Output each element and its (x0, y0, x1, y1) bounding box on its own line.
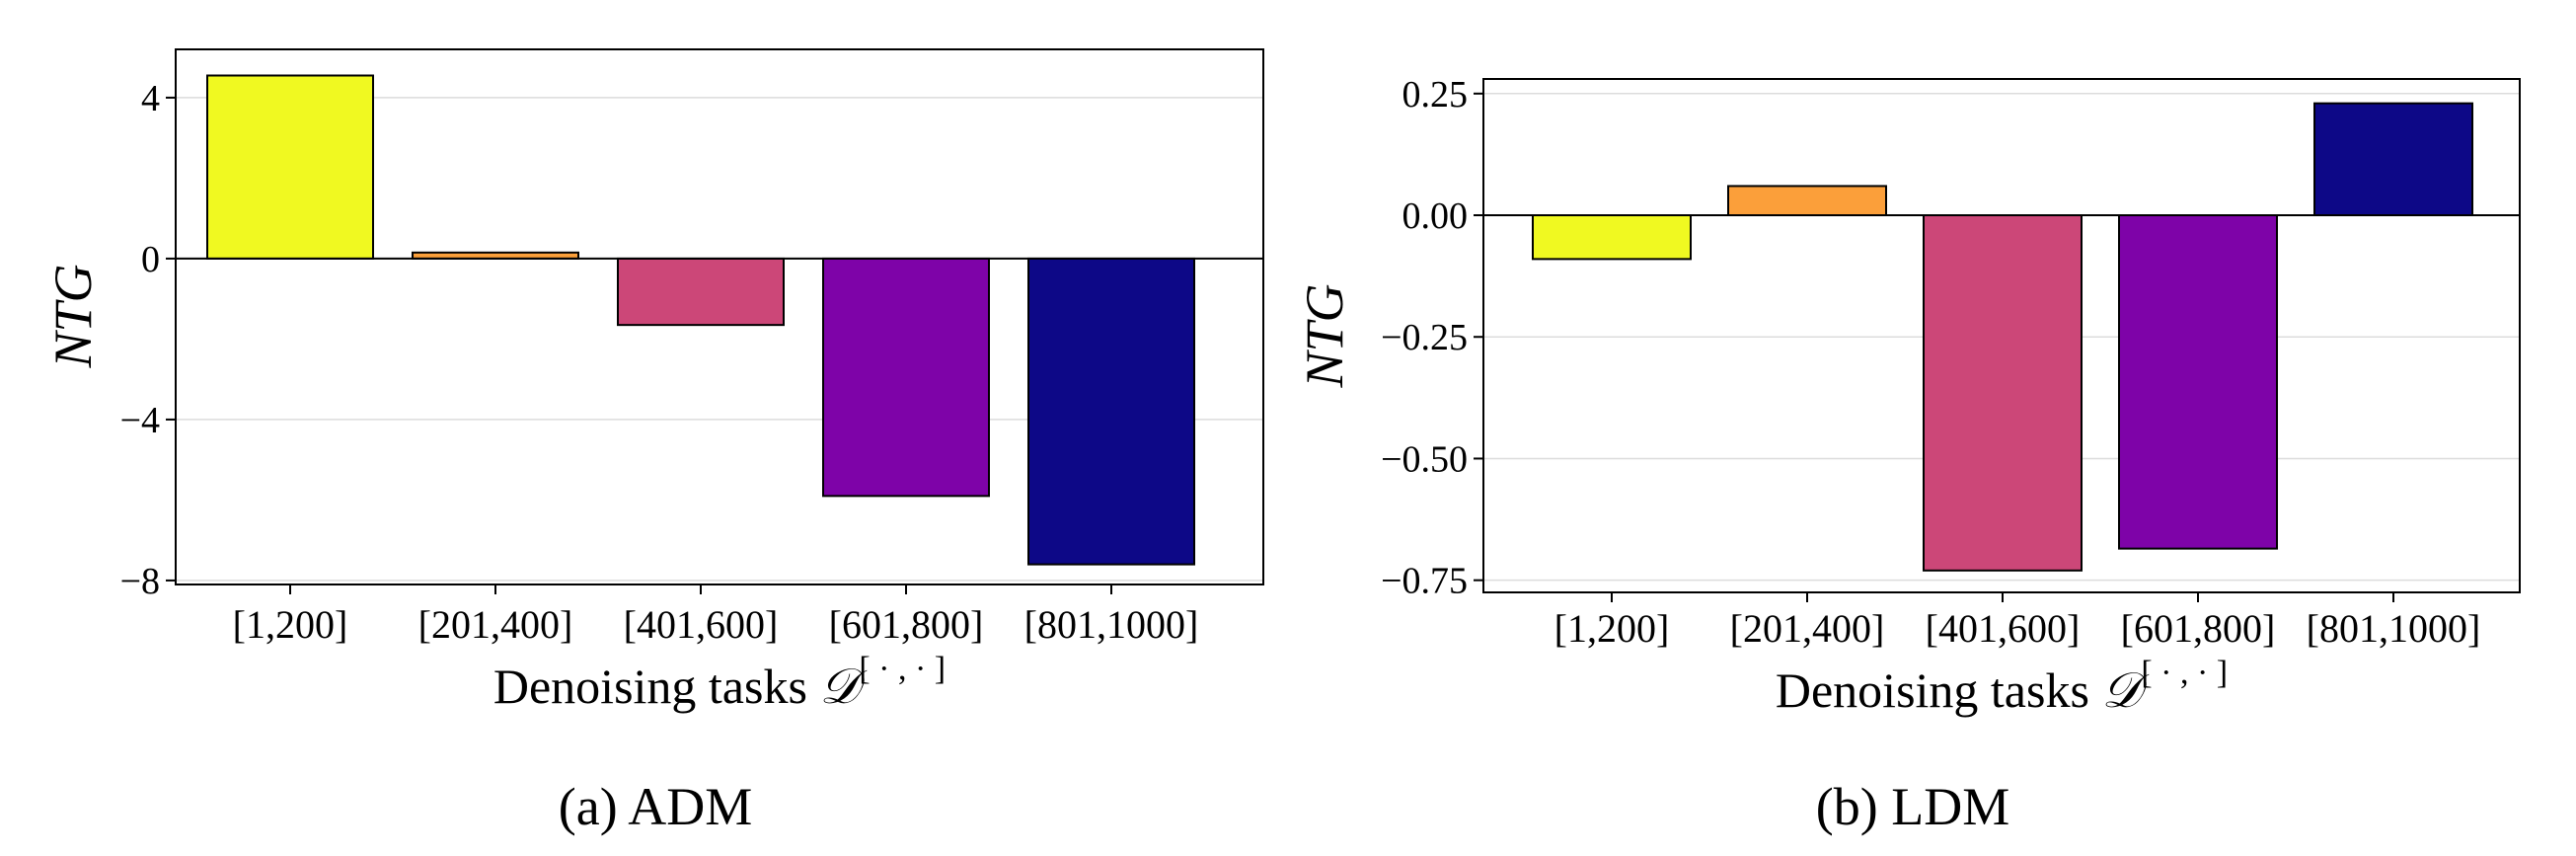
subfigure-caption: (b) LDM (1816, 777, 2009, 836)
y-tick-label: −0.75 (1381, 561, 1468, 602)
bar (206, 74, 374, 260)
bar (1923, 214, 2083, 572)
x-tick-label: [201,400] (418, 602, 573, 647)
bar (1727, 185, 1887, 217)
x-axis-label: Denoising tasks 𝒟[ · , · ] (493, 651, 946, 714)
x-tick-label: [601,800] (2121, 606, 2276, 651)
x-tick-label: [801,1000] (2307, 606, 2481, 651)
y-axis-label: NTG (1295, 283, 1354, 388)
y-tick-label: −8 (120, 561, 160, 602)
x-tick-label: [601,800] (829, 602, 984, 647)
x-tick-label: [1,200] (233, 602, 348, 647)
bar (617, 257, 785, 327)
x-tick-label: [801,1000] (1024, 602, 1199, 647)
x-axis-label: Denoising tasks 𝒟[ · , · ] (1776, 655, 2228, 718)
plot-frame (175, 48, 1264, 585)
bar (822, 257, 990, 498)
x-tick-label: [401,600] (624, 602, 779, 647)
bar (1027, 257, 1195, 566)
y-tick-label: −0.50 (1381, 438, 1468, 480)
y-tick-label: 0.00 (1402, 195, 1469, 237)
y-tick-label: −0.25 (1381, 317, 1468, 358)
chart-adm: 4 0 −4 −8 [1,200] [201,400] [401,600] [601,800]… (43, 48, 1264, 836)
bar (2118, 214, 2278, 550)
subfigure-caption: (a) ADM (559, 777, 752, 836)
chart-ldm: 0.25 0.00 −0.25 −0.50 −0.75 [1,200] [201,400] [… (1295, 74, 2521, 836)
x-tick-label: [401,600] (1926, 606, 2081, 651)
y-tick-label: 0 (141, 239, 160, 280)
y-tick-label: 0.25 (1402, 74, 1469, 116)
y-tick-label: 4 (141, 78, 160, 119)
y-tick-label: −4 (120, 400, 160, 441)
x-tick-label: [1,200] (1554, 606, 1670, 651)
bar (2313, 102, 2473, 217)
y-axis-label: NTG (43, 264, 103, 368)
x-tick-label: [201,400] (1730, 606, 1885, 651)
bar (1532, 214, 1692, 261)
plot-frame (1482, 78, 2521, 593)
